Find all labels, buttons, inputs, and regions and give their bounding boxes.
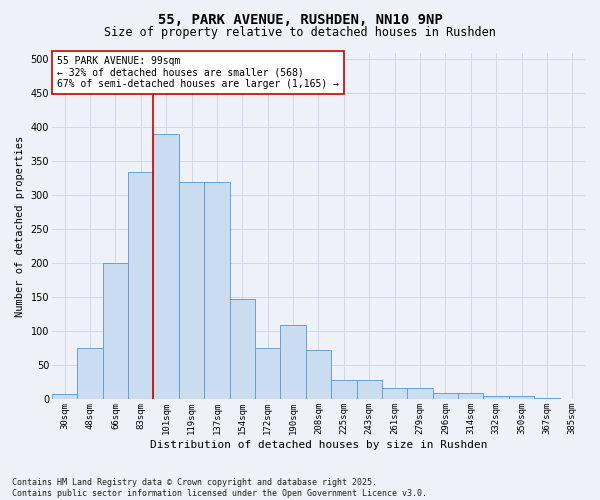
Bar (560, 398, 585, 400)
Bar (534, 398, 560, 400)
Bar (331, 380, 356, 400)
X-axis label: Distribution of detached houses by size in Rushden: Distribution of detached houses by size … (150, 440, 487, 450)
Bar (154, 134, 179, 400)
Text: 55 PARK AVENUE: 99sqm
← 32% of detached houses are smaller (568)
67% of semi-det: 55 PARK AVENUE: 99sqm ← 32% of detached … (57, 56, 339, 89)
Bar (204, 182, 230, 400)
Bar (280, 324, 306, 400)
Bar (255, 348, 280, 400)
Bar (356, 380, 382, 400)
Text: Contains HM Land Registry data © Crown copyright and database right 2025.
Contai: Contains HM Land Registry data © Crown c… (12, 478, 427, 498)
Text: 55, PARK AVENUE, RUSHDEN, NN10 9NP: 55, PARK AVENUE, RUSHDEN, NN10 9NP (158, 12, 442, 26)
Bar (128, 172, 154, 400)
Bar (484, 396, 509, 400)
Bar (179, 182, 204, 400)
Bar (382, 388, 407, 400)
Bar (433, 392, 458, 400)
Bar (230, 298, 255, 400)
Y-axis label: Number of detached properties: Number of detached properties (15, 136, 25, 316)
Bar (407, 388, 433, 400)
Bar (509, 396, 534, 400)
Bar (103, 264, 128, 400)
Bar (77, 348, 103, 400)
Bar (458, 392, 484, 400)
Bar (52, 394, 77, 400)
Text: Size of property relative to detached houses in Rushden: Size of property relative to detached ho… (104, 26, 496, 39)
Bar (306, 350, 331, 400)
